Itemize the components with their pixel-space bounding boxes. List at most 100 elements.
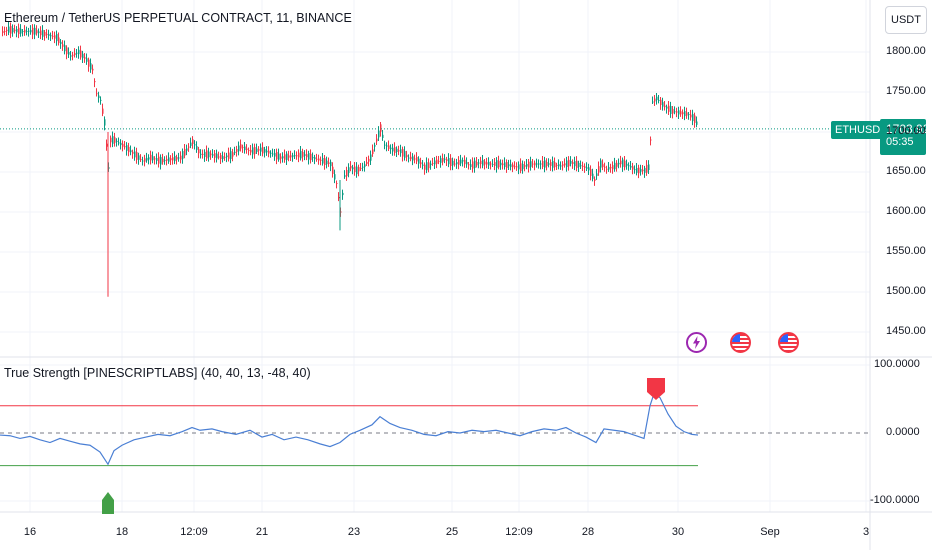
candle-body <box>8 26 10 33</box>
candle-body <box>654 98 656 102</box>
candle-body <box>22 30 24 32</box>
candle-body <box>660 99 662 106</box>
candle-body <box>380 124 382 132</box>
lightning-event-icon[interactable] <box>686 332 707 353</box>
candle-body <box>66 47 68 55</box>
time-axis-label: 3 <box>862 526 870 538</box>
us-flag-event-icon[interactable] <box>778 332 799 353</box>
us-flag-event-icon[interactable] <box>730 332 751 353</box>
candle-body <box>680 111 682 115</box>
candle-body <box>636 167 638 173</box>
candle-body <box>282 156 284 159</box>
candle-body <box>36 30 38 34</box>
candle-body <box>16 28 18 33</box>
candle-body <box>432 162 434 164</box>
candle-body <box>26 30 28 32</box>
time-axis-label: Sep <box>760 526 780 538</box>
candle-body <box>152 156 154 161</box>
candle-body <box>562 164 564 166</box>
candle-body <box>682 112 684 115</box>
candle-body <box>424 164 426 170</box>
candle-body <box>88 59 90 67</box>
candle-body <box>84 57 86 59</box>
candle-body <box>238 145 240 152</box>
candle-body <box>256 148 258 152</box>
candle-body <box>156 158 158 161</box>
price-axis-label: 1550.00 <box>886 245 926 257</box>
candle-body <box>178 157 180 159</box>
candle-body <box>44 31 46 36</box>
candle-body <box>362 166 364 168</box>
candle-body <box>616 162 618 167</box>
candle-body <box>56 34 58 42</box>
candle-body <box>482 159 484 166</box>
candle-body <box>190 142 192 146</box>
candle-body <box>506 162 508 168</box>
candle-body <box>14 29 16 32</box>
candle-body <box>472 161 474 169</box>
price-axis-label: 1700.00 <box>886 125 926 137</box>
candle-body <box>518 164 520 170</box>
candle-body <box>480 160 482 165</box>
candle-body <box>678 110 680 115</box>
candle-body <box>106 143 108 147</box>
candle-body <box>6 29 8 32</box>
candle-body <box>330 161 332 167</box>
currency-button[interactable]: USDT <box>885 6 927 34</box>
candle-body <box>162 158 164 163</box>
candle-body <box>78 49 80 55</box>
candle-body <box>132 151 134 154</box>
candle-body <box>388 145 390 149</box>
candle-body <box>182 151 184 159</box>
candle-body <box>86 58 88 62</box>
candle-body <box>32 27 34 35</box>
candle-body <box>396 148 398 153</box>
candle-body <box>228 152 230 159</box>
last-price-tag: 1703.92 05:35 <box>880 119 929 155</box>
candle-body <box>384 144 386 146</box>
candle-body <box>148 157 150 160</box>
time-axis-label: 12:09 <box>180 526 208 538</box>
candle-body <box>216 153 218 159</box>
time-axis-label: 30 <box>671 526 685 538</box>
candle-body <box>200 153 202 156</box>
candle-body <box>214 153 216 158</box>
candle-body <box>596 173 598 176</box>
indicator-title[interactable]: True Strength [PINESCRIPTLABS] (40, 40, … <box>4 366 311 380</box>
candle-body <box>40 30 42 36</box>
candle-body <box>318 158 320 161</box>
candle-body <box>328 162 330 165</box>
candle-body <box>248 150 250 152</box>
candle-body <box>658 99 660 101</box>
candle-body <box>100 99 102 101</box>
candle-body <box>58 37 60 44</box>
candle-body <box>180 155 182 160</box>
candle-body <box>62 44 64 47</box>
candle-body <box>122 143 124 147</box>
candle-body <box>548 163 550 165</box>
price-axis-label: 1800.00 <box>886 45 926 57</box>
candle-body <box>668 105 670 112</box>
candle-body <box>72 54 74 56</box>
candle-body <box>38 31 40 34</box>
price-axis-label: 1750.00 <box>886 85 926 97</box>
candle-body <box>344 175 346 177</box>
candle-body <box>168 157 170 162</box>
candle-body <box>90 63 92 70</box>
candle-body <box>232 152 234 157</box>
candle-body <box>54 35 56 39</box>
candle-body <box>628 165 630 167</box>
candle-body <box>412 156 414 161</box>
candle-body <box>594 179 596 181</box>
candle-body <box>128 147 130 153</box>
candle-body <box>398 150 400 152</box>
candle-body <box>638 167 640 174</box>
candle-body <box>458 159 460 165</box>
candle-body <box>630 166 632 168</box>
candle-body <box>552 160 554 168</box>
candle-body <box>592 173 594 179</box>
candle-body <box>376 138 378 142</box>
candle-body <box>444 158 446 160</box>
candle-body <box>514 166 516 168</box>
